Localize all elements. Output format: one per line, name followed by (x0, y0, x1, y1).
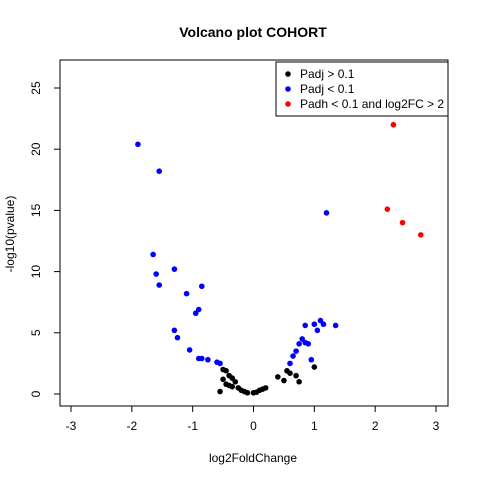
data-point (299, 336, 305, 342)
data-point (220, 376, 226, 383)
data-point (311, 321, 318, 328)
x-tick-label: -2 (126, 419, 137, 433)
data-point (287, 370, 293, 376)
data-point (229, 383, 236, 390)
y-tick-label: 10 (29, 265, 43, 279)
legend-marker (285, 86, 291, 92)
x-tick-label: -3 (66, 419, 77, 433)
data-point (186, 347, 193, 353)
y-tick-label: 25 (29, 81, 43, 95)
data-point (290, 353, 296, 359)
data-point (223, 367, 229, 374)
data-point (417, 232, 424, 238)
data-point (317, 317, 324, 324)
data-point (183, 290, 190, 297)
x-tick-label: 2 (372, 419, 379, 433)
data-point (174, 334, 181, 341)
data-point (281, 377, 287, 384)
data-point (156, 168, 163, 175)
legend-label: Padh < 0.1 and log2FC > 2 (300, 97, 444, 111)
data-point (320, 321, 327, 328)
x-tick-label: 3 (433, 419, 440, 433)
data-point (332, 322, 339, 329)
data-point (323, 210, 330, 216)
data-point (150, 251, 156, 258)
y-axis-title: -log10(pvalue) (3, 196, 17, 273)
data-point (390, 121, 397, 128)
data-point (302, 339, 309, 346)
y-tick-label: 0 (29, 390, 43, 397)
data-point (399, 219, 406, 226)
data-point (296, 341, 302, 347)
data-point (293, 372, 299, 379)
data-point (232, 378, 239, 385)
data-point (135, 141, 141, 148)
x-axis: -3 -2 -1 0 1 2 3 (66, 405, 440, 433)
data-point (314, 327, 321, 334)
data-point (153, 271, 159, 277)
data-point (311, 364, 318, 370)
data-point (287, 360, 293, 367)
data-point (205, 356, 211, 363)
data-point (296, 378, 302, 385)
y-tick-label: 5 (29, 329, 43, 336)
x-tick-label: 1 (311, 419, 318, 433)
data-point (275, 374, 281, 380)
data-point (217, 360, 223, 367)
y-axis: 0 5 10 15 20 25 (29, 81, 61, 397)
data-point (198, 283, 205, 290)
data-point (293, 348, 299, 354)
y-tick-label: 20 (29, 142, 43, 156)
legend-label: Padj > 0.1 (300, 67, 355, 81)
legend-marker (285, 71, 291, 77)
data-point (262, 385, 269, 391)
data-point (171, 327, 178, 334)
x-tick-label: -1 (187, 419, 198, 433)
data-point (171, 266, 178, 272)
data-point (195, 306, 202, 313)
legend-marker (285, 101, 291, 107)
data-point (244, 389, 251, 396)
data-point (156, 282, 163, 288)
chart-title: Volcano plot COHORT (179, 24, 327, 40)
x-tick-label: 0 (250, 419, 257, 433)
data-point (217, 388, 223, 395)
data-point (198, 355, 205, 362)
x-axis-title: log2FoldChange (209, 451, 297, 465)
legend-box (275, 61, 449, 117)
data-point (192, 310, 199, 317)
legend-label: Padj < 0.1 (300, 82, 355, 96)
data-points (135, 121, 424, 396)
data-point (384, 206, 391, 212)
y-tick-label: 15 (29, 203, 43, 217)
data-point (229, 375, 236, 381)
data-point (302, 322, 309, 329)
data-point (308, 356, 315, 363)
